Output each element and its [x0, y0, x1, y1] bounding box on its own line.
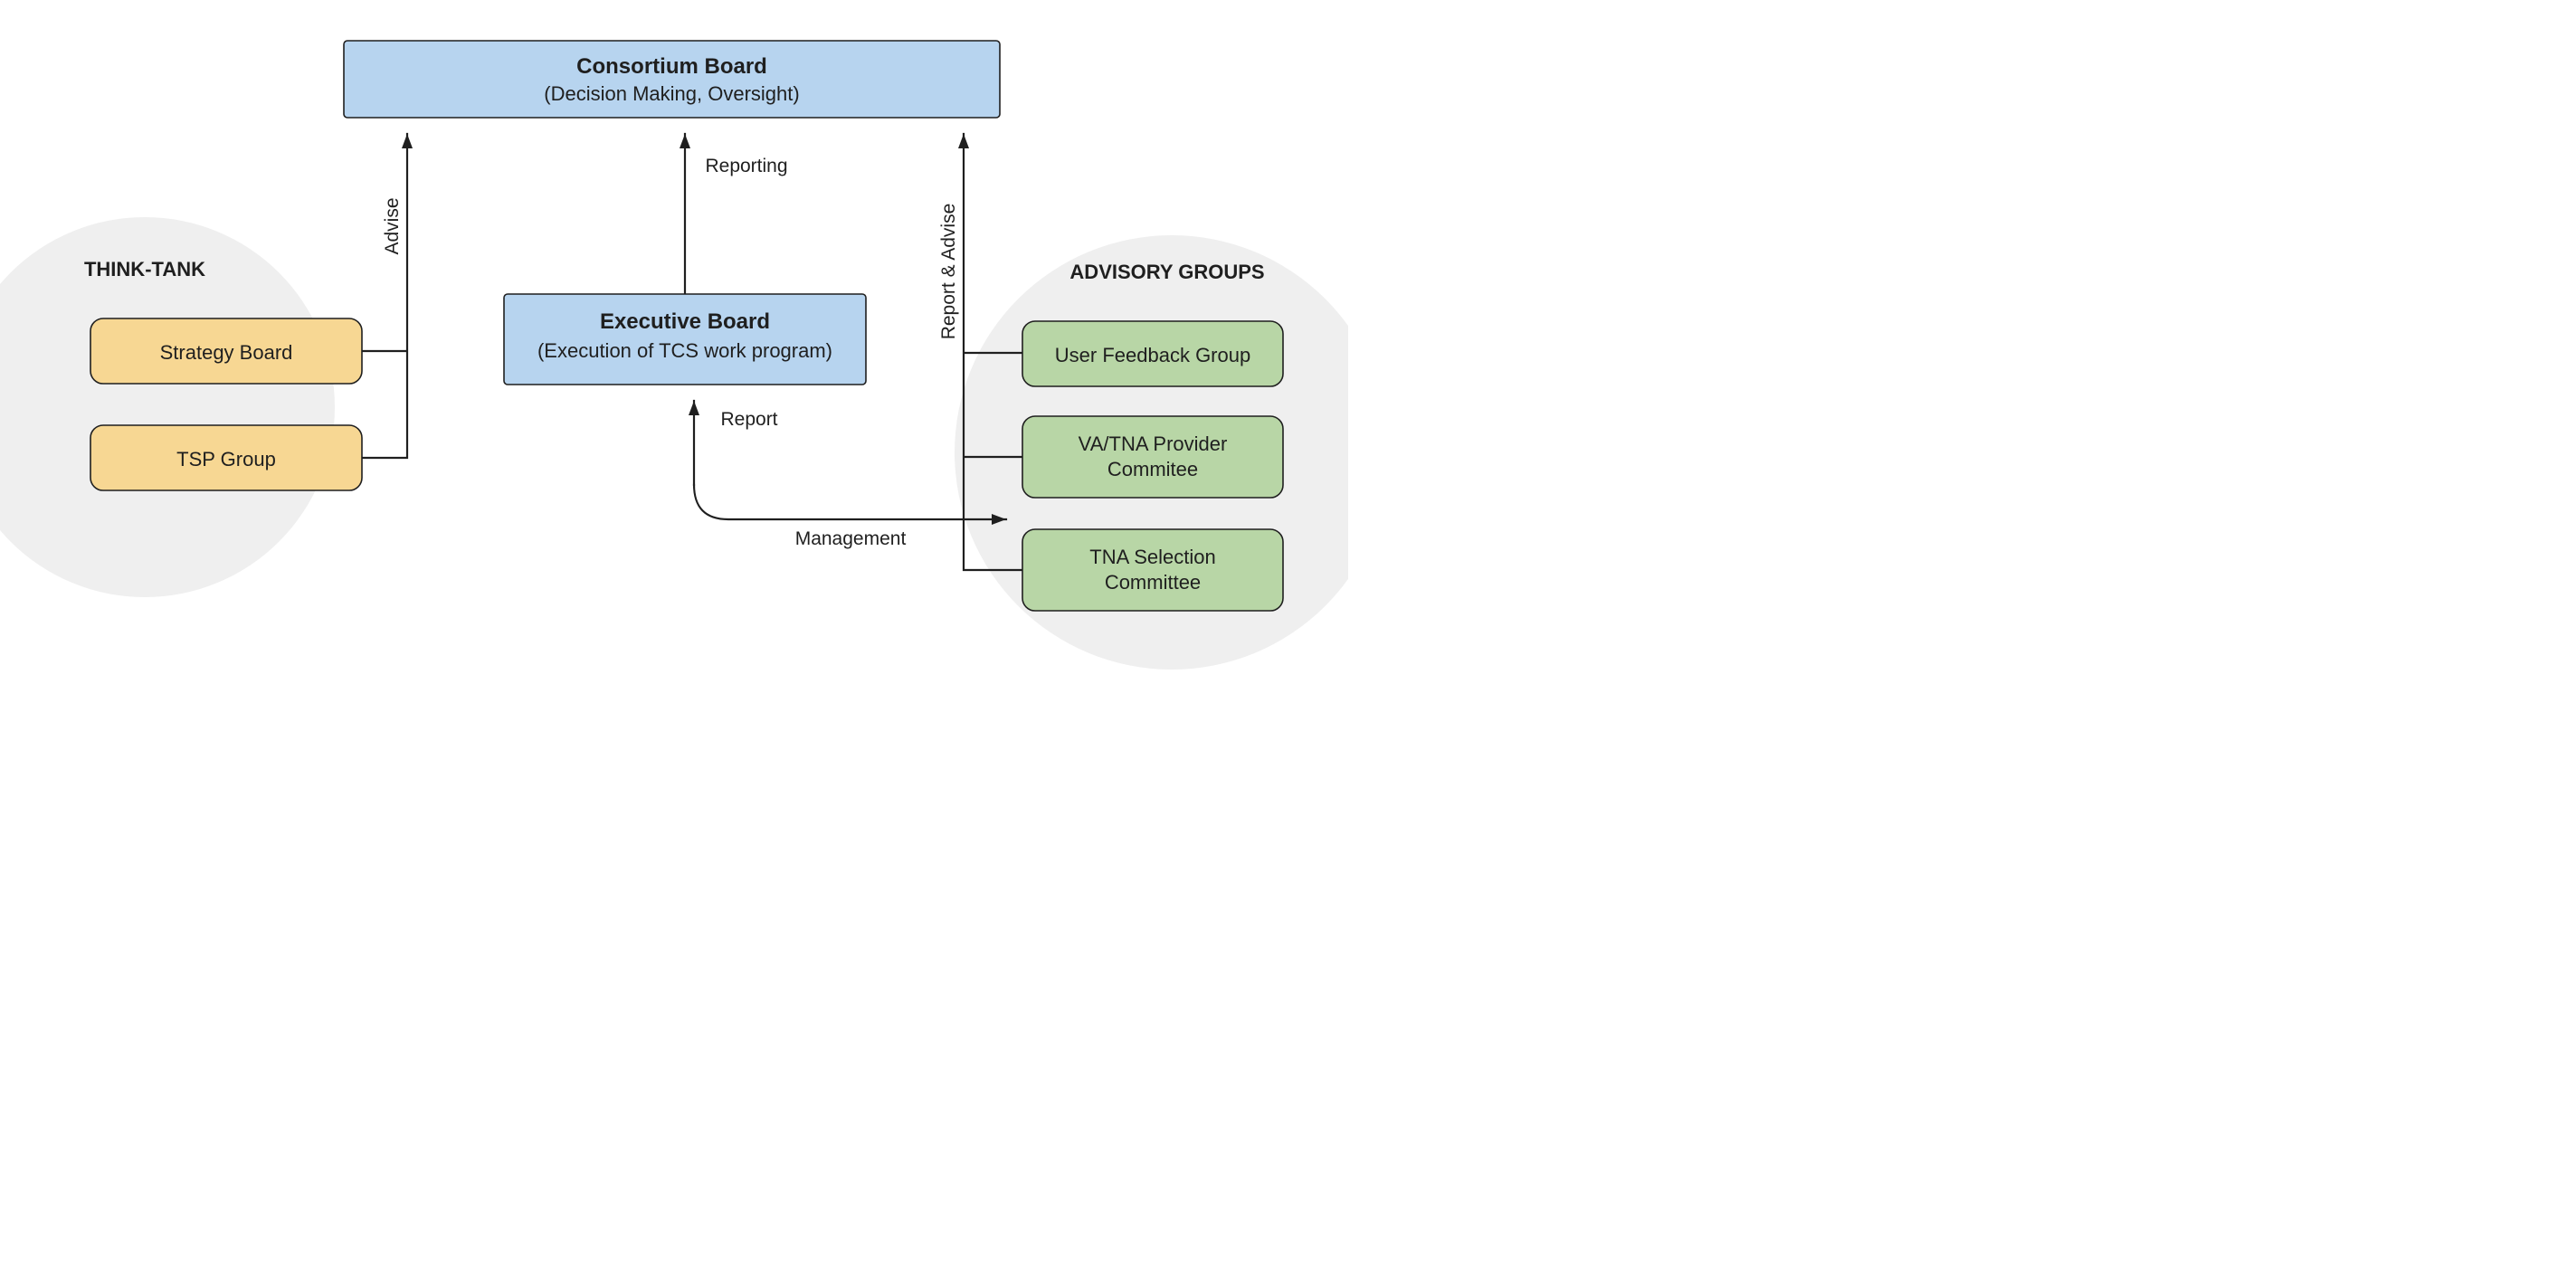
va-tna-provider-label-1: Commitee	[1107, 458, 1198, 480]
think-tank-heading: THINK-TANK	[84, 258, 205, 280]
executive-board-label-0: Executive Board	[600, 309, 770, 334]
tna-selection-label-0: TNA Selection	[1089, 546, 1215, 568]
reporting-arrow-label: Reporting	[705, 156, 787, 176]
consortium-board-label-1: (Decision Making, Oversight)	[544, 82, 799, 105]
report-arrow-label: Report	[720, 409, 777, 430]
org-diagram: Advise Reporting Report & Advise Report Mana…	[0, 0, 1348, 671]
advisory-heading: ADVISORY GROUPS	[1069, 261, 1264, 283]
tna-selection-label-1: Committee	[1105, 571, 1201, 594]
advise-arrow	[362, 134, 407, 458]
management-arrow-label: Management	[795, 528, 907, 549]
strategy-board-label-0: Strategy Board	[160, 341, 293, 364]
arrowhead-up-icon	[689, 401, 699, 415]
user-feedback-group-label-0: User Feedback Group	[1055, 344, 1250, 366]
va-tna-provider	[1022, 416, 1283, 498]
consortium-board	[344, 41, 1000, 118]
advise-arrow-label: Advise	[382, 197, 403, 254]
arrowhead-up-icon	[680, 134, 690, 148]
arrowhead-up-icon	[958, 134, 969, 148]
executive-board-label-1: (Execution of TCS work program)	[537, 339, 832, 362]
consortium-board-label-0: Consortium Board	[576, 54, 767, 79]
va-tna-provider-label-0: VA/TNA Provider	[1079, 432, 1228, 455]
report-advise-arrow-label: Report & Advise	[938, 204, 959, 340]
arrowhead-up-icon	[402, 134, 413, 148]
tna-selection	[1022, 529, 1283, 611]
tsp-group-label-0: TSP Group	[176, 448, 276, 470]
